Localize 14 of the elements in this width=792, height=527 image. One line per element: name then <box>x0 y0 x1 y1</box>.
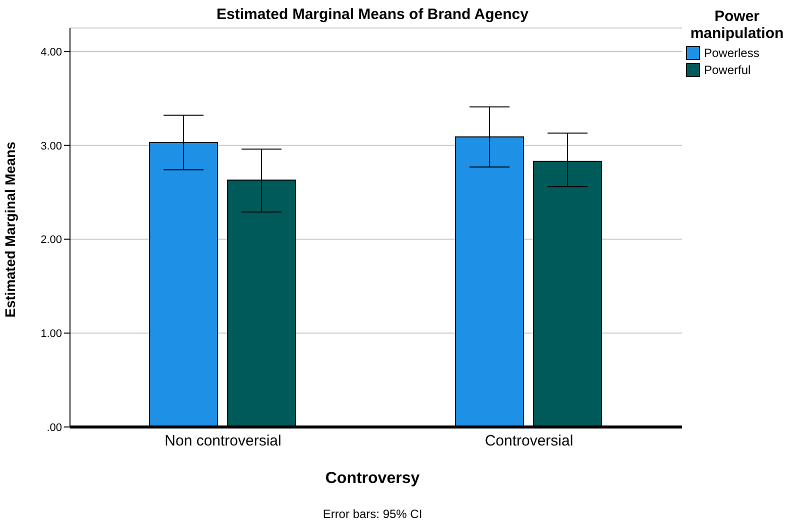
y-tick-label: .00 <box>46 422 62 434</box>
x-tick-label: Controversial <box>484 432 574 450</box>
y-tick-label: 1.00 <box>40 328 62 340</box>
legend-label: Powerless <box>703 46 760 60</box>
x-tick-label: Non controversial <box>164 432 282 450</box>
y-tick-label: 2.00 <box>40 234 62 246</box>
legend-title: Power manipulation <box>689 8 785 42</box>
x-axis-title: Controversy <box>324 470 421 488</box>
y-tick-label: 4.00 <box>40 46 62 58</box>
legend-label: Powerful <box>703 63 752 77</box>
y-axis-title: Estimated Marginal Means <box>2 141 18 318</box>
y-tick-label: 3.00 <box>40 140 62 152</box>
text: Error bars: 95% CI <box>322 507 424 521</box>
chart-title: Estimated Marginal Means of Brand Agency <box>215 6 530 23</box>
